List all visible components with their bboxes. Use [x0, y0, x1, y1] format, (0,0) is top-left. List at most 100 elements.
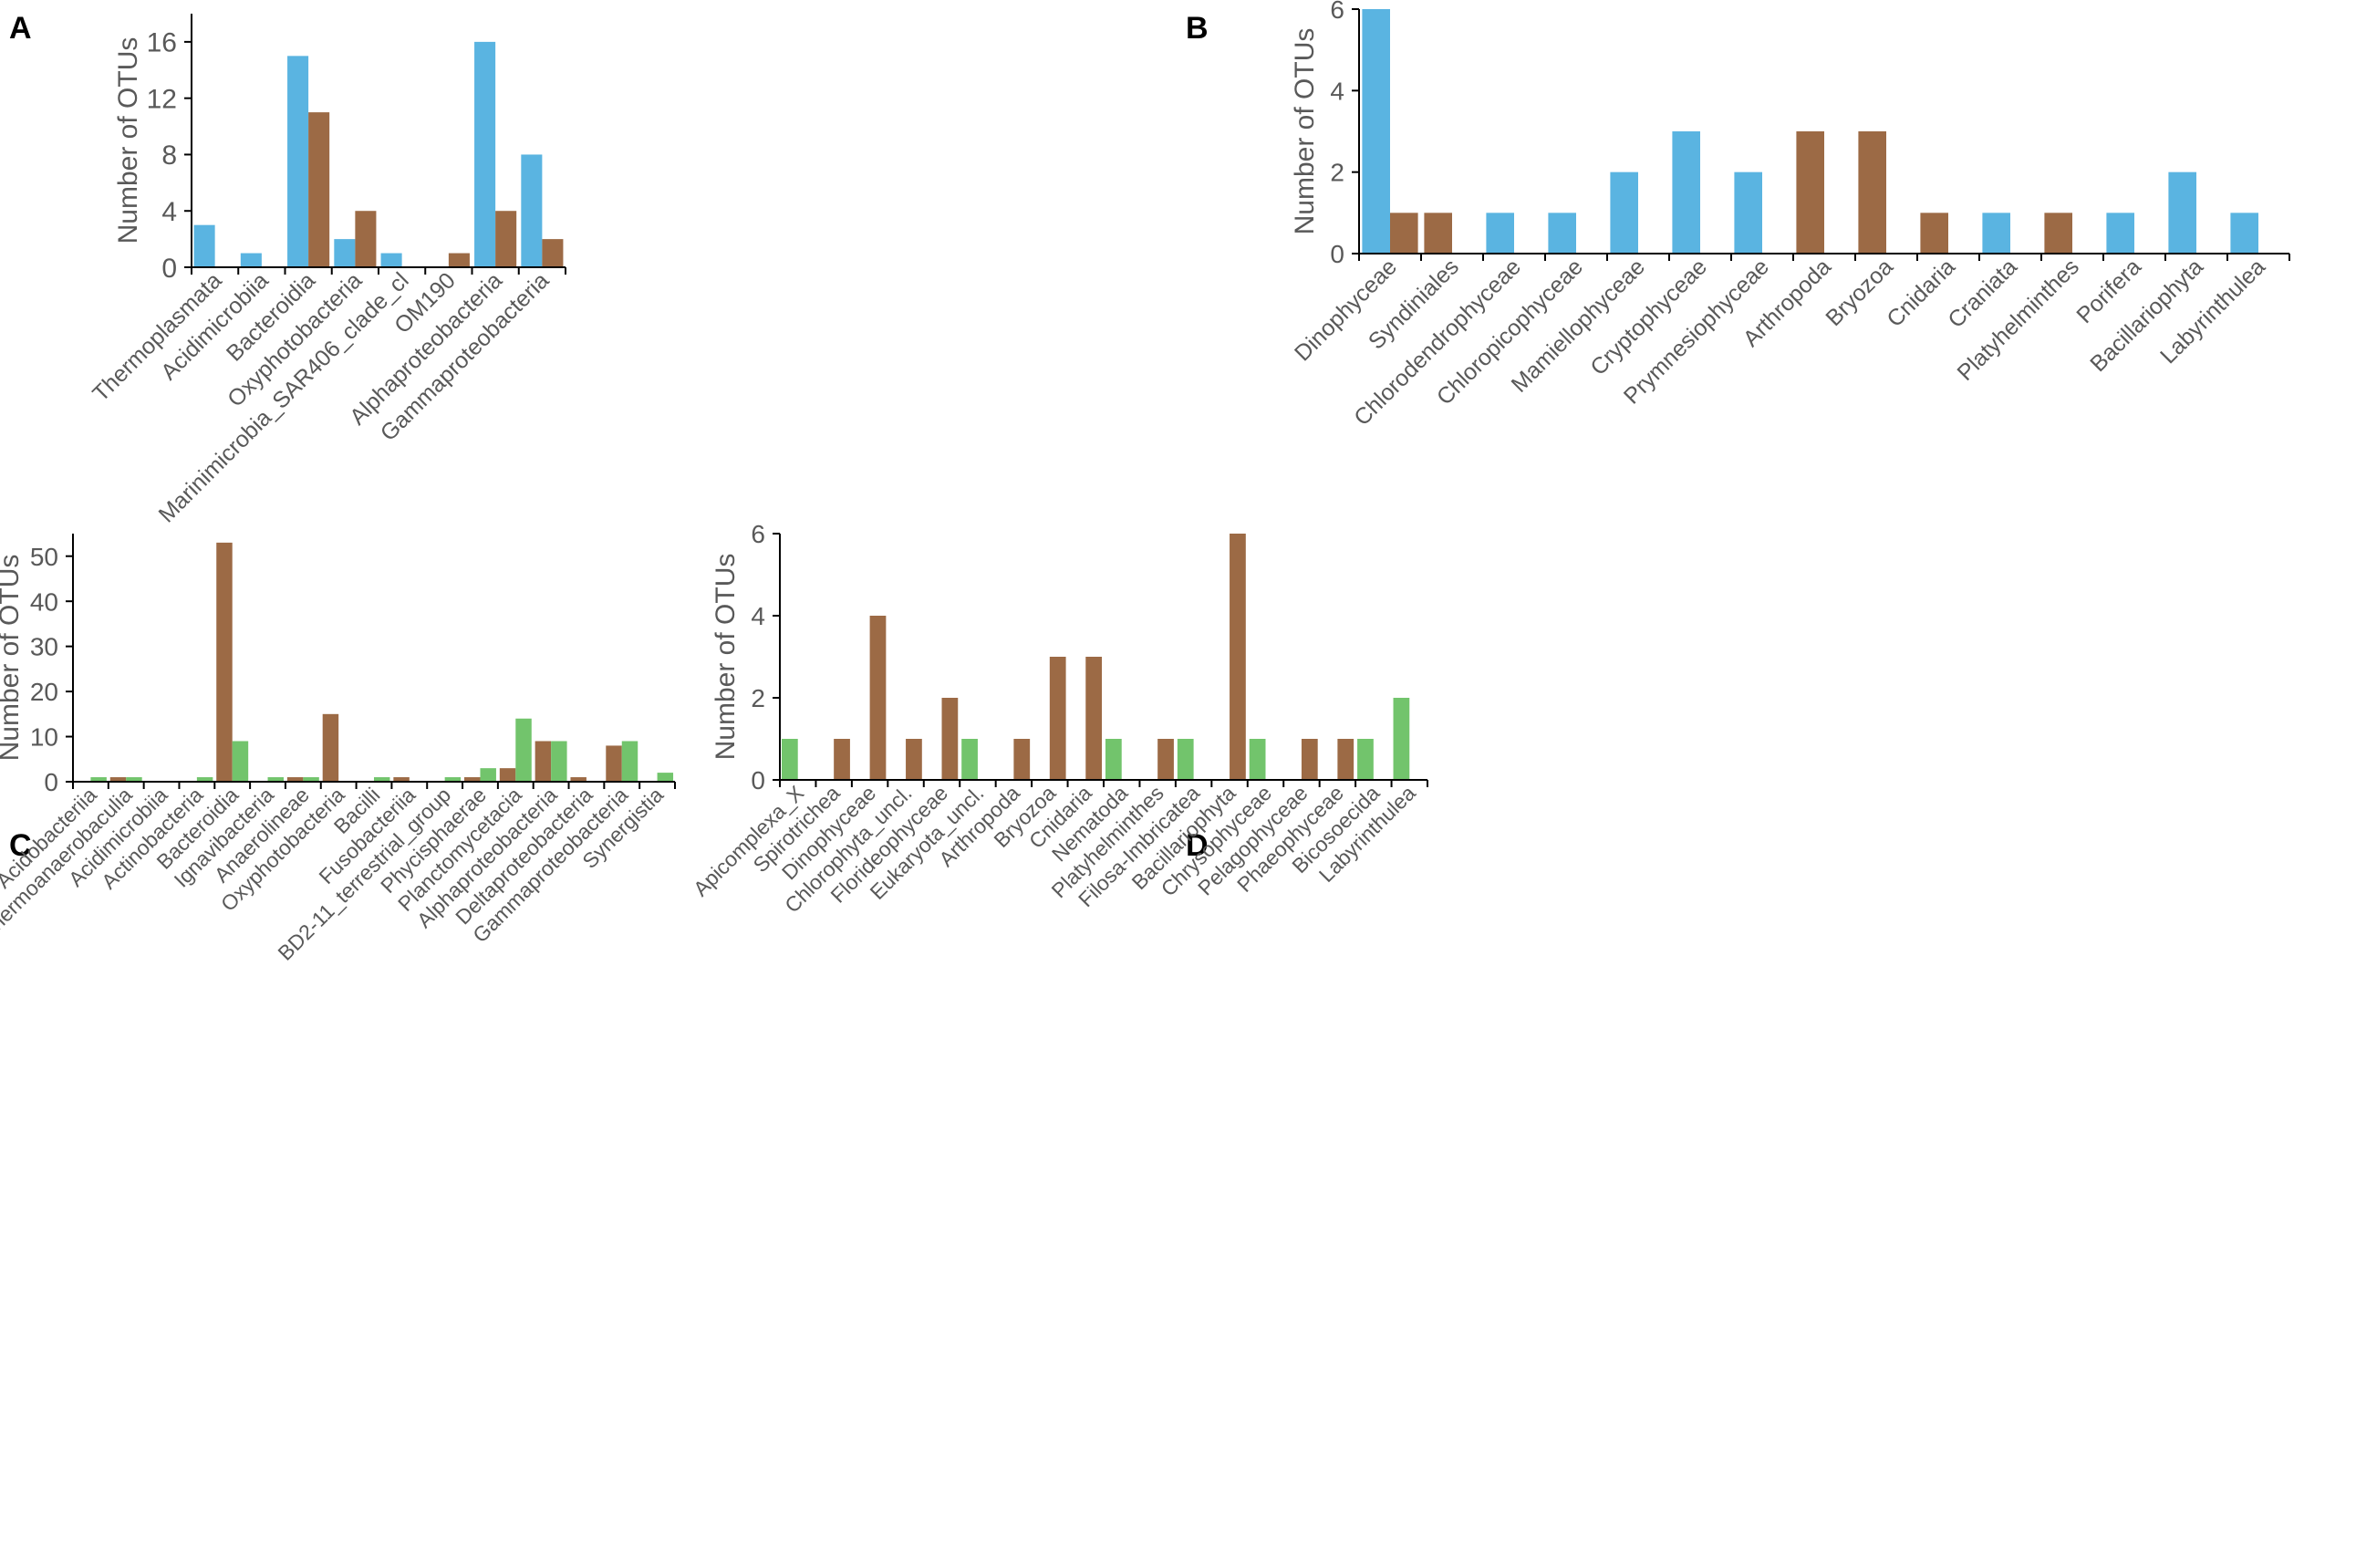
panel-c-bar-brown-planctomycetacia: [499, 768, 516, 782]
panel-a-bar-blue-thermoplasmata: [193, 224, 215, 267]
panel-b-bar-brown-bryozoa: [1858, 131, 1886, 254]
panel-d-bar-green-bicosoecida: [1357, 739, 1374, 780]
panel-c-letter: C: [9, 828, 32, 863]
panel-b-bar-blue-porifera: [2106, 213, 2134, 254]
panel-b-bar-blue-cryptophyceae: [1672, 131, 1700, 254]
panel-b-bar-blue-labyrinthulea: [2230, 213, 2258, 254]
panel-a-y-tick-label: 12: [147, 84, 177, 114]
panel-a-bar-blue-alphaproteobacteria: [474, 41, 496, 268]
panel-c-bar-green-phycisphaerae: [480, 768, 496, 782]
panel-a-letter: A: [9, 11, 32, 46]
panel-c-bar-brown-alphaproteobacteria: [535, 741, 552, 782]
panel-c-y-tick-label: 30: [30, 633, 58, 661]
panel-a-bar-brown-alphaproteobacteria: [495, 211, 517, 267]
panel-b-bar-blue-mamiellophyceae: [1610, 171, 1638, 254]
panel-b-y-tick-label: 2: [1330, 159, 1344, 187]
panel-d-bar-green-filosa-imbricatea: [1177, 739, 1194, 780]
panel-d-bar-brown-cnidaria: [1085, 657, 1103, 780]
panel-c-bar-green-gammaproteobacteria: [621, 741, 638, 782]
panel-d-bar-green-eukaryota-uncl-: [961, 739, 978, 780]
panel-a-bar-blue-acidimicrobiia: [240, 253, 262, 267]
panel-b-y-tick-label: 0: [1330, 240, 1344, 268]
panel-a-bar-brown-om190: [448, 253, 470, 267]
panel-d-y-axis-label: Number of OTUs: [711, 554, 741, 761]
panel-b-bar-brown-syndiniales: [1424, 213, 1452, 254]
panel-b-bar-brown-arthropoda: [1796, 131, 1824, 254]
panel-c-bar-brown-bacteroidia: [216, 542, 233, 782]
panel-a-bar-brown-bacteroidia: [308, 112, 330, 267]
panel-a-y-tick-label: 16: [147, 28, 177, 58]
panel-c-bar-green-alphaproteobacteria: [551, 741, 567, 782]
panel-d-bar-brown-chlorophyta-uncl-: [906, 739, 922, 780]
panel-c-bar-brown-fusobacteriia: [393, 777, 410, 782]
panel-d-bar-brown-spirotrichea: [834, 739, 850, 780]
panel-a-y-tick-label: 0: [161, 254, 177, 284]
panel-d-bar-brown-phaeophyceae: [1337, 739, 1354, 780]
panel-c-bar-green-bd2-11-terrestrial-group: [444, 777, 462, 782]
panel-c-bar-green-synergistia: [657, 773, 674, 782]
panel-c-bar-brown-thermoanaerobaculia: [109, 777, 127, 782]
panel-d-bar-brown-florideophyceae: [941, 698, 959, 780]
panel-b-bar-brown-platyhelminthes: [2044, 213, 2072, 254]
panel-b-bar-brown-cnidaria: [1920, 213, 1948, 254]
panel-d-letter: D: [1186, 828, 1209, 863]
panel-c-bar-brown-anaerolineae: [286, 777, 304, 782]
panel-c-bar-green-bacilli: [374, 777, 390, 782]
panel-d-bar-brown-pelagophyceae: [1301, 739, 1318, 780]
panel-d-y-tick-label: 2: [751, 684, 765, 712]
panel-c-bar-green-thermoanaerobaculia: [126, 777, 142, 782]
panel-c-y-tick-label: 10: [30, 723, 58, 752]
panel-a-bar-blue-oxyphotobacteria: [334, 239, 356, 267]
panel-b-bar-brown-dinophyceae: [1390, 213, 1418, 254]
panel-d-bar-brown-arthropoda: [1013, 739, 1031, 780]
panel-a-bar-brown-oxyphotobacteria: [355, 211, 377, 267]
panel-b-bar-blue-craniata: [1982, 213, 2010, 254]
panel-c-bar-green-bacteroidia: [232, 741, 249, 782]
panel-d-y-tick-label: 0: [751, 766, 765, 794]
panel-d-bar-brown-platyhelminthes: [1157, 739, 1174, 780]
panel-c-y-axis-label: Number of OTUs: [0, 555, 25, 762]
panel-a-y-axis-label: Number of OTUs: [113, 37, 143, 244]
panel-b-y-axis-label: Number of OTUs: [1290, 28, 1320, 235]
panel-b-y-tick-label: 6: [1330, 0, 1344, 24]
panel-d-bar-green-apicomplexa-x: [781, 739, 798, 780]
panel-d-y-tick-label: 4: [751, 602, 765, 630]
panel-d-bar-brown-bryozoa: [1049, 657, 1066, 780]
panel-c-y-tick-label: 0: [44, 768, 58, 796]
panel-b-bar-blue-bacillariophyta: [2168, 171, 2196, 254]
panel-b-bar-blue-chlorodendrophyceae: [1486, 213, 1514, 254]
panel-c-bar-green-ignavibacteria: [267, 777, 284, 782]
panel-a-y-tick-label: 4: [161, 197, 177, 227]
panel-b-bar-blue-prymnesiophyceae: [1734, 171, 1762, 254]
panel-d-bar-brown-dinophyceae: [869, 616, 887, 780]
panel-c-bar-green-actinobacteria: [196, 777, 213, 782]
panel-b-letter: B: [1186, 11, 1209, 46]
panel-d-bar-green-nematoda: [1105, 739, 1122, 780]
panel-a-bar-brown-gammaproteobacteria: [542, 239, 564, 267]
panel-c-y-tick-label: 40: [30, 587, 58, 616]
panel-c-bar-brown-deltaproteobacteria: [570, 777, 586, 782]
panel-d-bar-green-chrysophyceae: [1249, 739, 1266, 780]
panel-c-bar-green-acidobacteriia: [90, 777, 107, 782]
panel-d-y-tick-label: 6: [751, 520, 765, 548]
panel-c-bar-brown-gammaproteobacteria: [606, 745, 622, 782]
panel-c-bar-green-anaerolineae: [303, 777, 319, 782]
panel-a-bar-blue-bacteroidia: [287, 56, 309, 268]
panel-c-bar-brown-oxyphotobacteria: [322, 713, 339, 782]
panel-a-bar-blue-gammaproteobacteria: [521, 154, 543, 267]
panel-b-bar-blue-chloropicophyceae: [1548, 213, 1576, 254]
panel-c-bar-green-planctomycetacia: [515, 718, 532, 782]
panel-c-bar-brown-phycisphaerae: [464, 777, 481, 782]
panel-d-bar-brown-bacillariophyta: [1230, 534, 1246, 780]
panel-c-y-tick-label: 20: [30, 678, 58, 706]
panel-b-y-tick-label: 4: [1330, 77, 1344, 105]
panel-d-bar-green-labyrinthulea: [1393, 698, 1410, 780]
panel-b-bar-blue-dinophyceae: [1362, 9, 1390, 254]
panel-c-y-tick-label: 50: [30, 543, 58, 571]
panel-a-bar-blue-marinimicrobia-sar406-clade-cl: [380, 253, 402, 267]
